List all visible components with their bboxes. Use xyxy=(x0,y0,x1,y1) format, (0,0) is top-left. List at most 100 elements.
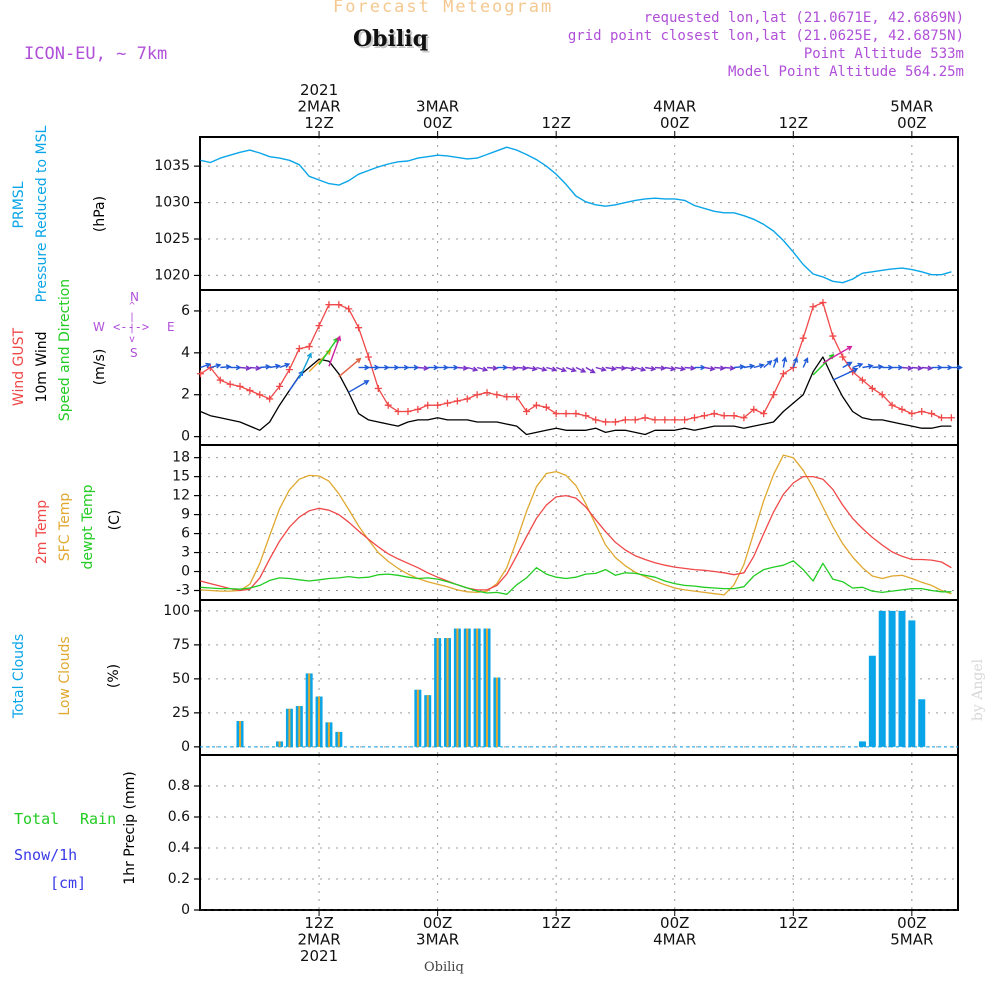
point-altitude: Point Altitude 533m xyxy=(803,46,964,62)
wind-direction-arrow xyxy=(664,366,675,370)
snow-label: Snow/1h xyxy=(14,846,78,864)
wind-direction-arrow xyxy=(259,365,270,369)
wind-direction-arrow xyxy=(200,363,211,369)
gust-marker xyxy=(473,391,481,399)
wind-direction-arrow xyxy=(605,366,616,370)
wind-direction-arrow xyxy=(615,366,626,370)
gust-marker xyxy=(483,389,491,397)
y-tick-label: 0 xyxy=(181,902,190,918)
total-cloud-bar xyxy=(908,620,916,747)
y-tick-label: 0.6 xyxy=(168,809,190,825)
wind-arrow-head xyxy=(531,365,538,372)
time-label-top: 00Z xyxy=(897,114,926,132)
wind-direction-arrow xyxy=(714,366,725,370)
wind-arrow-head xyxy=(650,365,657,372)
wind-arrow-head xyxy=(758,363,765,369)
gust-marker xyxy=(266,395,274,403)
y-tick-label: 18 xyxy=(172,450,190,466)
y-tick-label: 25 xyxy=(172,705,190,721)
model-altitude: Model Point Altitude 564.25m xyxy=(727,64,964,80)
gust-marker xyxy=(463,395,471,403)
gust-marker xyxy=(453,397,461,405)
total-rain-label-b: Rain xyxy=(80,810,117,828)
time-label-top: 3MAR xyxy=(416,98,459,116)
wind-direction-arrow xyxy=(674,366,685,370)
wind-direction-arrow xyxy=(654,366,666,370)
wind-arrow-head xyxy=(907,365,914,371)
wind-direction-arrow xyxy=(526,366,537,370)
gust-marker xyxy=(305,343,313,351)
wind-direction-arrow xyxy=(298,353,312,379)
station-title: Obiliq xyxy=(353,26,429,52)
low-cloud-bar xyxy=(327,722,330,747)
wind-direction-arrow xyxy=(417,366,428,370)
wind-direction-arrow xyxy=(595,366,606,371)
time-label-top: 00Z xyxy=(660,114,689,132)
panel-frame xyxy=(199,754,959,911)
wind-direction-arrow xyxy=(733,365,745,369)
wind-arrow-head xyxy=(551,366,558,372)
gust-marker xyxy=(236,382,244,390)
y-tick-label: 3 xyxy=(181,545,190,561)
wind-direction-arrow xyxy=(832,368,858,381)
time-label-bottom: 4MAR xyxy=(653,931,696,949)
wind-direction-arrow xyxy=(506,366,517,370)
compass-w: W xyxy=(93,320,105,334)
gust-marker xyxy=(671,416,679,424)
total-cloud-bar xyxy=(858,741,866,747)
gust-marker xyxy=(285,366,293,374)
gust-marker xyxy=(908,410,916,418)
wind-arrow-head xyxy=(719,365,726,371)
wind-direction-arrow xyxy=(635,366,646,371)
wind-direction-arrow xyxy=(753,364,764,369)
gust-marker xyxy=(809,303,817,311)
wind-direction-arrow xyxy=(763,360,772,369)
wind-direction-arrow xyxy=(279,363,290,369)
wind-direction-arrow xyxy=(536,366,547,371)
wind-arrow-head xyxy=(803,357,809,363)
time-label-top: 12Z xyxy=(779,114,808,132)
wind-direction-arrow xyxy=(852,363,863,369)
time-label-bottom: 00Z xyxy=(660,914,689,932)
gust-marker xyxy=(868,384,876,392)
gust-marker xyxy=(888,401,896,409)
dewpt-line xyxy=(200,560,952,595)
wind-arrow-head xyxy=(560,367,567,373)
gust-marker xyxy=(878,391,886,399)
y-tick-label: 0.4 xyxy=(168,840,190,856)
gust-marker xyxy=(345,305,353,313)
gust-marker xyxy=(829,332,837,340)
wind-arrow-head xyxy=(680,365,687,372)
gust-marker xyxy=(947,414,955,422)
wind-arrow-head xyxy=(363,380,370,386)
y-tick-label: 100 xyxy=(163,603,190,619)
time-label-top: 5MAR xyxy=(890,98,933,116)
low-cloud-bar xyxy=(337,731,340,747)
gust-marker xyxy=(276,382,284,390)
wind-arrow-head xyxy=(846,345,853,351)
gust-marker xyxy=(819,299,827,307)
y-tick-label: 1025 xyxy=(154,231,190,247)
wind-direction-arrow xyxy=(565,366,576,372)
gust-marker xyxy=(799,334,807,342)
gridpoint-coords: grid point closest lon,lat (21.0625E, 42… xyxy=(567,28,964,44)
footer-station: Obiliq xyxy=(424,960,464,975)
wind-direction-arrow xyxy=(575,366,586,373)
y-tick-label: 4 xyxy=(181,345,190,361)
time-label-bottom: 12Z xyxy=(541,914,570,932)
wind-arrow-head xyxy=(274,363,281,370)
time-label-top: 2MAR xyxy=(297,98,340,116)
wind-direction-arrow xyxy=(782,357,786,368)
time-label-bottom: 12Z xyxy=(304,914,333,932)
wind-arrow-head xyxy=(766,360,773,366)
wind-arrow-head xyxy=(306,352,312,359)
wind-arrow-head xyxy=(773,356,779,363)
wind-arrow-head xyxy=(600,366,607,372)
gust-marker xyxy=(839,353,847,361)
gust-marker xyxy=(256,391,264,399)
gust-marker xyxy=(542,403,550,411)
gust-marker xyxy=(315,322,323,330)
gust-marker xyxy=(513,393,521,401)
low-cloud-bar xyxy=(466,628,469,747)
